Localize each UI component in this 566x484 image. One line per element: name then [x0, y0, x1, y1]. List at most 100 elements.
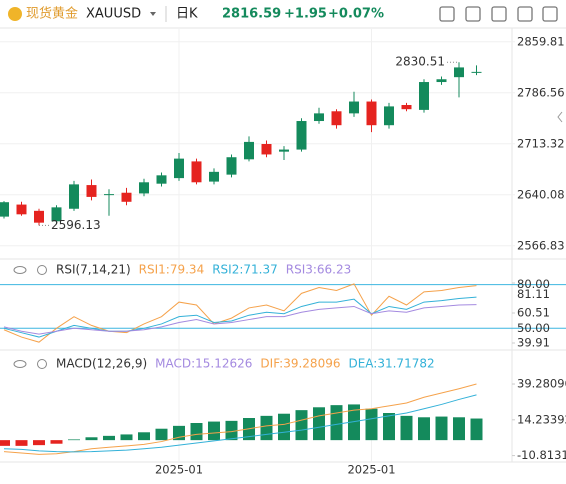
- period[interactable]: 日K: [176, 7, 198, 22]
- legend-label: RSI2:71.37: [212, 263, 278, 277]
- macd-bar: [208, 421, 220, 441]
- legend-label: RSI3:66.23: [286, 263, 352, 277]
- candle-body: [366, 101, 377, 126]
- candle-body: [349, 101, 359, 114]
- y-tick-label: 2566.83: [517, 238, 565, 252]
- y-tick-label: 39.91: [517, 336, 550, 350]
- macd-bar: [85, 437, 98, 441]
- toolbar: [439, 6, 558, 22]
- macd-bar: [365, 408, 378, 441]
- change-pct: +0.07%: [328, 7, 384, 22]
- candle-body: [401, 105, 412, 110]
- gear-icon[interactable]: [37, 359, 47, 369]
- macd-bar: [278, 413, 290, 441]
- macd-bar: [50, 440, 63, 444]
- candle-body: [279, 149, 289, 152]
- macd-bar: [225, 420, 238, 441]
- y-tick-label: 2713.32: [517, 136, 565, 150]
- y-tick-label: 81.11: [517, 287, 550, 301]
- candle-body: [296, 121, 307, 150]
- candle-body: [384, 106, 394, 126]
- candle-body: [471, 71, 482, 73]
- legend-label: MACD(12,26,9): [56, 357, 147, 371]
- price: 2816.59: [222, 7, 281, 22]
- legend-label: DEA:31.71782: [348, 357, 434, 371]
- candle-body: [191, 161, 202, 183]
- low-annotation: 2596.13: [51, 218, 101, 232]
- legend-label: RSI1:79.34: [139, 263, 205, 277]
- y-tick-label: -10.81312: [517, 448, 566, 462]
- candle-body: [51, 207, 62, 222]
- macd-bar: [313, 407, 325, 441]
- candle-body: [226, 157, 237, 175]
- macd-bar: [453, 417, 465, 441]
- macd-bar: [470, 418, 483, 441]
- dropdown-icon[interactable]: [150, 12, 156, 16]
- y-tick-label: 2640.08: [517, 187, 565, 201]
- candle-body: [0, 202, 9, 217]
- macd-bar: [295, 410, 308, 441]
- eye-icon[interactable]: [13, 360, 27, 368]
- symbol-code[interactable]: XAUUSD: [86, 7, 141, 22]
- candle-body: [16, 204, 27, 215]
- y-tick-label: 60.51: [517, 306, 550, 320]
- macd-bar: [330, 405, 343, 441]
- macd-bar: [68, 439, 80, 441]
- candle-body: [314, 113, 324, 122]
- macd-bar: [383, 413, 395, 441]
- macd-bar: [120, 434, 133, 441]
- candle-body: [104, 194, 114, 196]
- macd-line: [3, 383, 477, 455]
- macd-bar: [435, 416, 448, 441]
- candle-body: [454, 67, 464, 78]
- rsi-line: [3, 304, 477, 335]
- candle-body: [69, 184, 79, 209]
- macd-bar: [418, 417, 430, 441]
- change: +1.95: [284, 7, 327, 22]
- symbol-icon: [8, 7, 22, 21]
- tool-icon[interactable]: [465, 6, 481, 22]
- macd-bar: [0, 440, 10, 446]
- macd-bar: [15, 440, 28, 446]
- eye-icon[interactable]: [13, 266, 27, 274]
- candle-body: [244, 141, 254, 160]
- legend-label: RSI(7,14,21): [56, 263, 131, 277]
- candle-body: [436, 79, 447, 83]
- gear-icon[interactable]: [37, 265, 47, 275]
- macd-bar: [138, 432, 150, 441]
- y-tick-label: 2786.56: [517, 85, 565, 99]
- tool-icon[interactable]: [491, 6, 507, 22]
- legend-label: DIF:39.28096: [260, 357, 340, 371]
- candle-body: [331, 111, 342, 126]
- rsi-line: [3, 283, 477, 343]
- candle-body: [261, 144, 272, 155]
- legend-label: MACD:15.12626: [155, 357, 252, 371]
- macd-bar: [260, 415, 273, 441]
- macd-bar: [155, 428, 168, 441]
- candle-body: [34, 210, 44, 223]
- y-tick-label: 39.28096: [517, 377, 566, 391]
- macd-bar: [348, 404, 360, 441]
- high-annotation: 2830.51: [395, 55, 445, 69]
- collapse-icon[interactable]: [557, 111, 563, 123]
- candle-body: [156, 175, 167, 184]
- symbol-name: 现货黄金: [26, 6, 78, 22]
- macd-bar: [33, 440, 45, 446]
- tool-icon[interactable]: [517, 6, 533, 22]
- candle-body: [419, 82, 429, 110]
- candle-body: [139, 182, 149, 194]
- rsi-line: [3, 296, 477, 338]
- macd-bar: [190, 423, 203, 441]
- reference-label: 50.00: [517, 321, 550, 335]
- candle-body: [86, 185, 97, 197]
- x-tick-label: 2025-01: [155, 463, 203, 477]
- candle-body: [209, 171, 219, 182]
- candle-body: [121, 192, 132, 202]
- panel-icons: [13, 265, 47, 369]
- reference-label: 80.00: [517, 277, 550, 291]
- tool-icon[interactable]: [439, 6, 455, 22]
- macd-line: [3, 394, 477, 453]
- tool-icon[interactable]: [542, 6, 558, 22]
